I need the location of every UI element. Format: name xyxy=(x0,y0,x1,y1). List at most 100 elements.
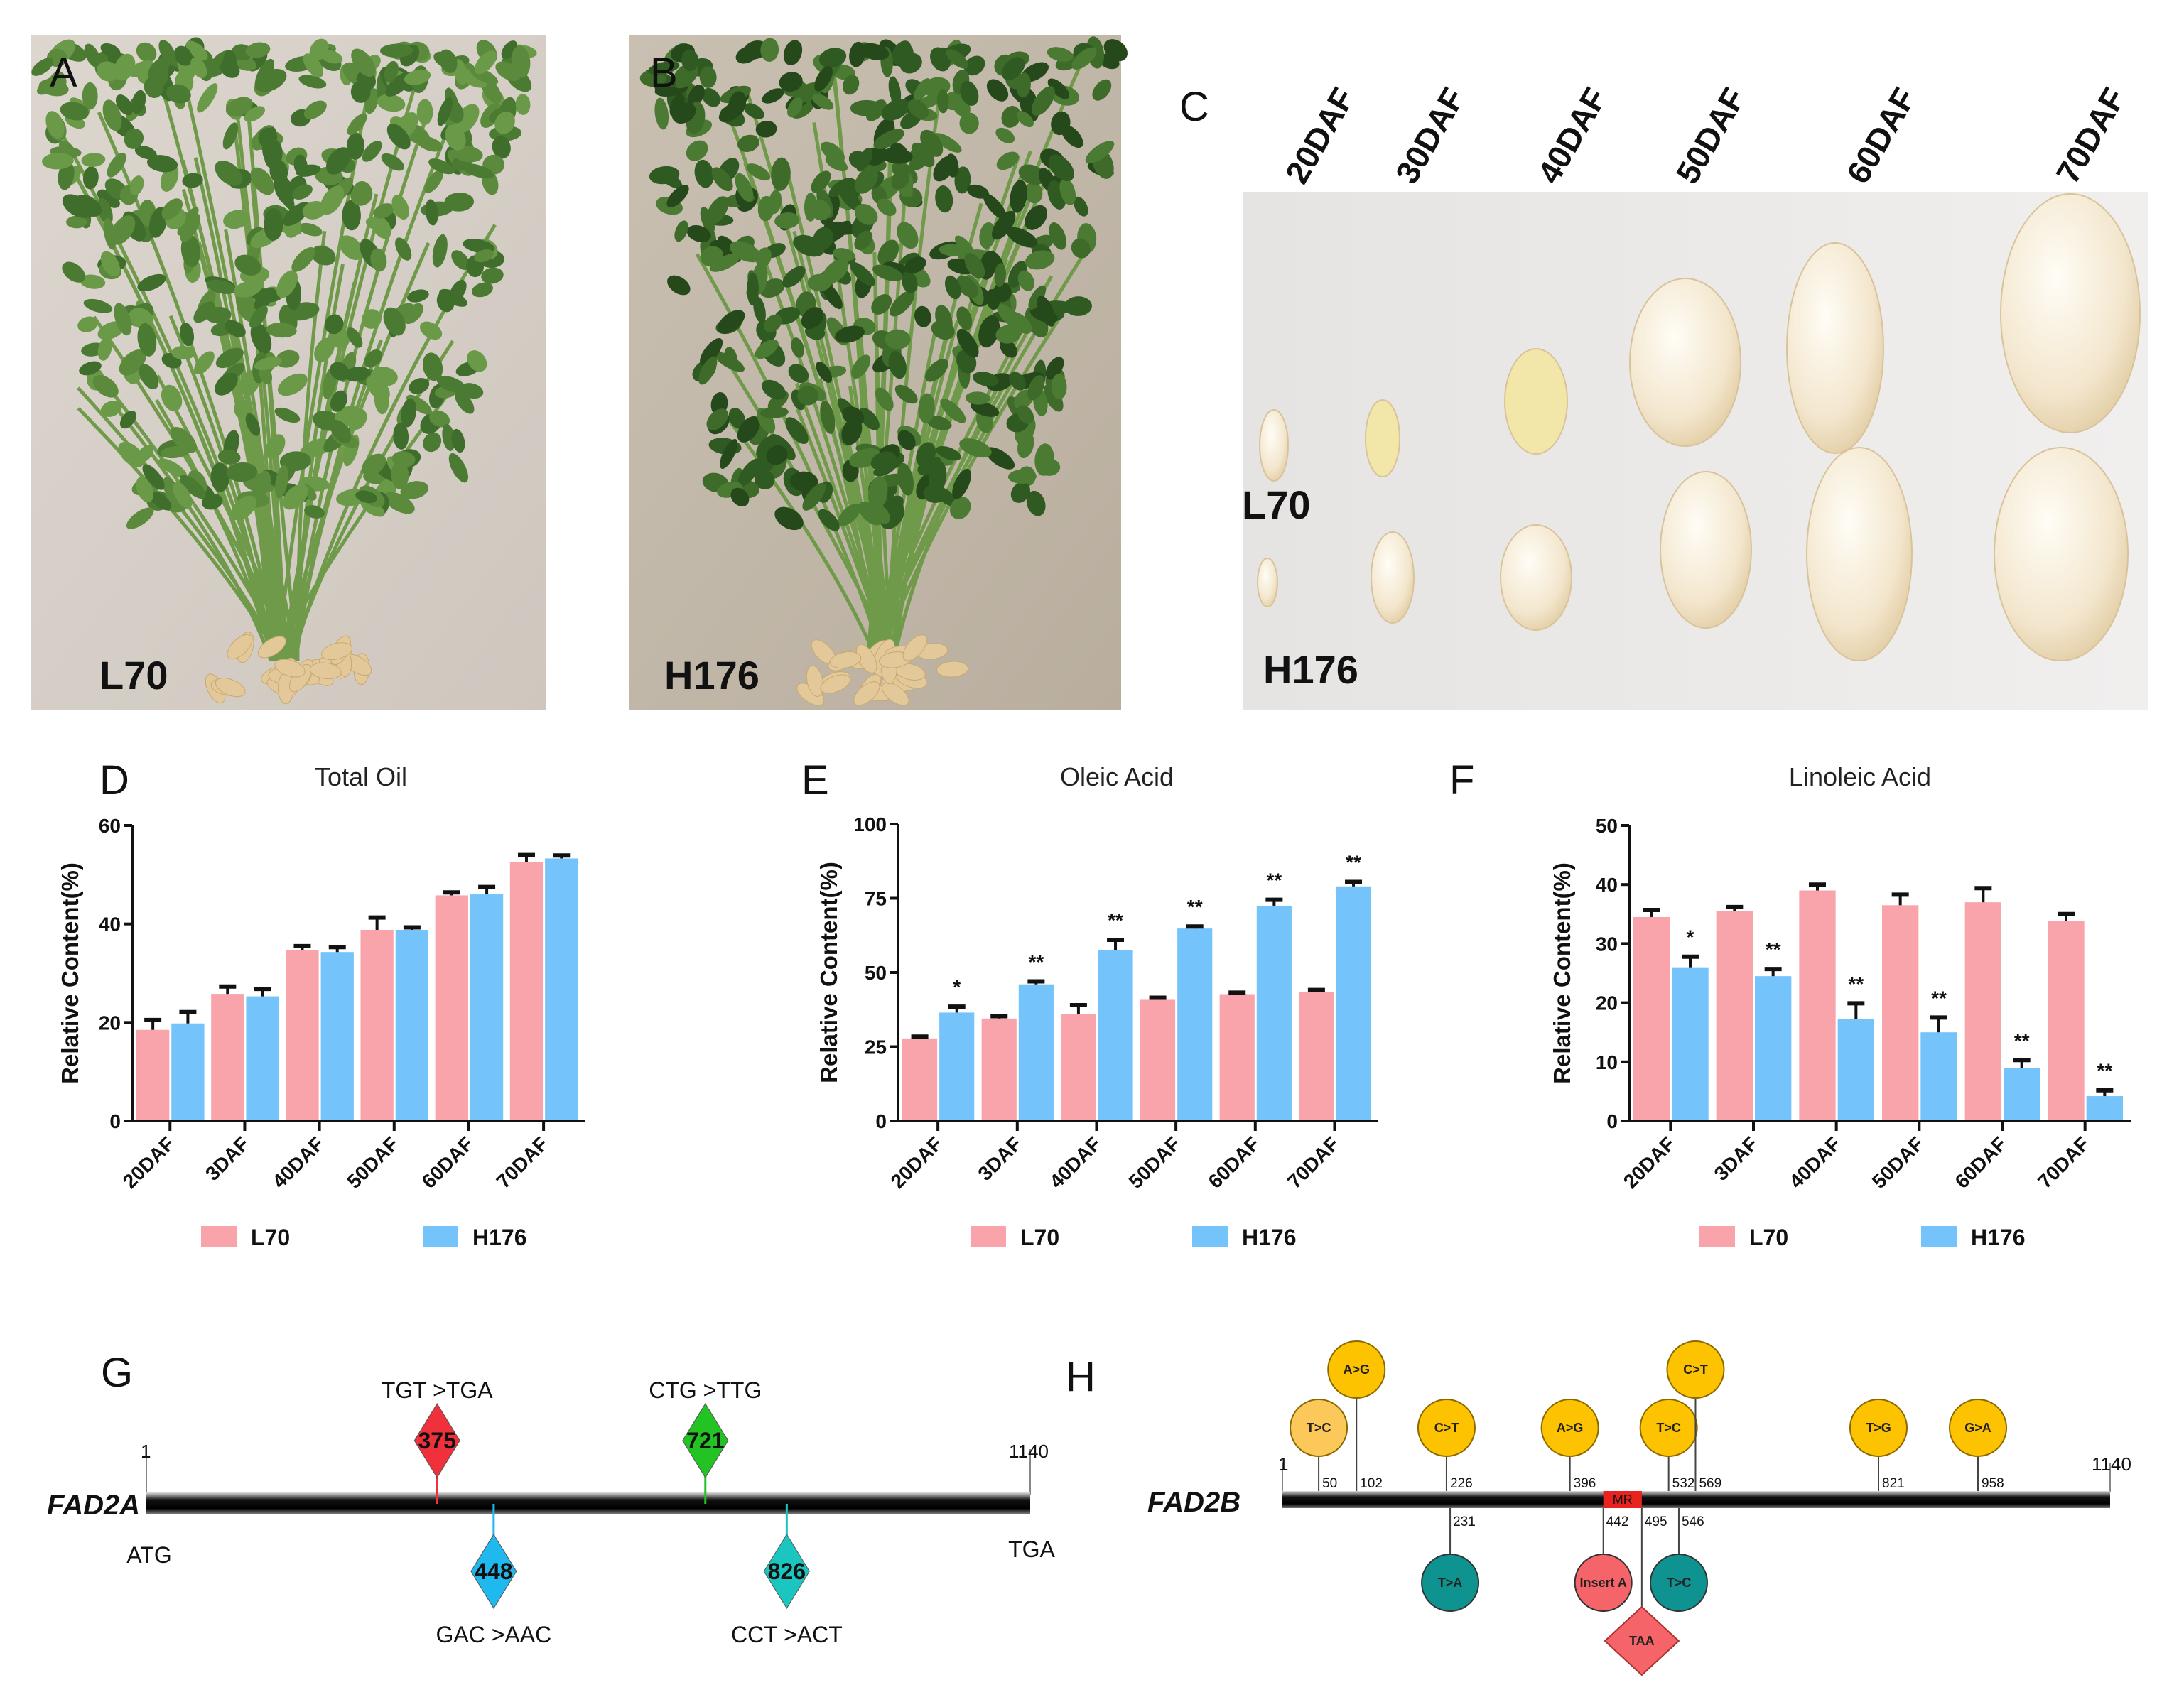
plant-image-l70 xyxy=(31,37,537,704)
mutation-change: T>A xyxy=(1438,1576,1463,1590)
leaf xyxy=(304,505,325,519)
leaf xyxy=(298,222,323,237)
mutation-circle xyxy=(1540,1399,1599,1457)
x-tick-label: 60DAF xyxy=(418,1132,478,1193)
leaf xyxy=(801,307,823,330)
mutation-diamond-375 xyxy=(413,1403,460,1478)
seed-images xyxy=(1257,193,2141,661)
stage-label-60daf: 60DAF xyxy=(1839,82,1923,190)
significance-marker: * xyxy=(953,976,961,998)
leaf xyxy=(1026,490,1046,516)
leaf xyxy=(142,464,165,490)
leaf xyxy=(835,325,865,343)
mutation-change: Insert A xyxy=(1580,1576,1627,1590)
leaf xyxy=(785,417,809,445)
y-tick-label: 50 xyxy=(865,962,887,984)
leaf xyxy=(42,152,74,170)
leaf xyxy=(885,329,911,349)
leaf xyxy=(1047,47,1074,62)
leaf xyxy=(303,53,324,78)
stage-label-40daf: 40DAF xyxy=(1530,82,1614,190)
leaf xyxy=(131,90,146,114)
mutation-change: GAC >AAC xyxy=(436,1622,552,1647)
mutation-circle xyxy=(1327,1340,1386,1399)
leaf xyxy=(949,497,971,519)
leaf xyxy=(972,372,999,386)
chart-total-oil: D Total Oil Relative Content(%) 20DAF 3DAF 4… xyxy=(57,757,585,1250)
leaf xyxy=(995,325,1022,344)
leaf xyxy=(674,220,688,242)
mutation-position: 826 xyxy=(768,1559,806,1584)
leaf xyxy=(867,476,888,510)
leaf xyxy=(995,127,1015,143)
leaf xyxy=(136,477,153,503)
leaf xyxy=(935,305,953,334)
leaf xyxy=(256,470,271,495)
y-tick-label: 25 xyxy=(865,1036,887,1058)
mutation-change: A>G xyxy=(1343,1362,1370,1377)
stage-label-30daf: 30DAF xyxy=(1388,82,1472,190)
bar-l70-50daf xyxy=(1882,905,1919,1121)
leaf xyxy=(822,283,843,310)
leaf xyxy=(709,253,740,272)
photo-label-l70: L70 xyxy=(99,653,168,698)
leaf xyxy=(849,41,865,67)
leaf xyxy=(36,76,62,95)
leaf xyxy=(711,167,733,192)
bar-h176-20daf xyxy=(171,1023,205,1121)
leaf xyxy=(79,361,102,376)
leaf xyxy=(276,349,300,368)
stage-label-20daf: 20DAF xyxy=(1278,82,1362,190)
y-tick-label: 0 xyxy=(875,1110,887,1132)
bar-l70-50daf xyxy=(360,929,394,1121)
leaf xyxy=(206,279,237,294)
chart-oleic-acid: E Oleic Acid Relative Content(%) * 20DAF ** 3… xyxy=(801,757,1378,1250)
mutation-circle xyxy=(1417,1399,1476,1457)
leaf xyxy=(979,222,996,249)
leaf xyxy=(983,193,1007,220)
legend-swatch-l70 xyxy=(1699,1226,1735,1247)
leaf xyxy=(386,123,411,150)
bar-h176-70daf xyxy=(1336,886,1371,1121)
leaf xyxy=(360,499,385,517)
leaf xyxy=(136,445,154,463)
leaf xyxy=(762,379,786,400)
bar-l70-60daf xyxy=(1219,994,1255,1121)
leaf xyxy=(460,383,484,399)
significance-marker: ** xyxy=(1346,852,1361,874)
leaf xyxy=(370,248,387,272)
leaf xyxy=(890,290,915,317)
y-axis-label: Relative Content(%) xyxy=(1549,862,1575,1084)
leaf xyxy=(291,247,315,272)
start-codon: ATG xyxy=(126,1542,171,1568)
bar-l70-60daf xyxy=(1964,902,2001,1121)
mutation-position: 231 xyxy=(1453,1514,1476,1529)
end-position: 1140 xyxy=(2092,1453,2131,1475)
stop-codon: TGA xyxy=(1008,1537,1055,1562)
leaf xyxy=(793,234,825,257)
leaf xyxy=(666,185,689,207)
leaf xyxy=(1007,469,1037,484)
leaf xyxy=(809,199,831,221)
leaf xyxy=(1059,178,1076,205)
leaf xyxy=(361,453,386,476)
leaf xyxy=(298,75,327,89)
leaf xyxy=(648,61,680,75)
leaf xyxy=(747,272,759,305)
leaf xyxy=(755,339,779,359)
leaf xyxy=(80,274,106,289)
peanut-pod xyxy=(215,678,246,698)
bar-l70-50daf xyxy=(1140,999,1176,1121)
bar-l70-3daf xyxy=(981,1018,1017,1121)
leaf xyxy=(1001,105,1021,128)
leaf xyxy=(215,347,244,369)
leaf xyxy=(283,202,310,227)
x-tick-label: 50DAF xyxy=(1125,1132,1185,1193)
seed-l70-40daf xyxy=(1504,348,1568,455)
leaf xyxy=(671,102,696,124)
leaf xyxy=(737,134,759,152)
leaf xyxy=(364,349,382,368)
stem xyxy=(75,175,274,661)
leaf xyxy=(371,215,391,239)
leaf xyxy=(166,84,191,104)
